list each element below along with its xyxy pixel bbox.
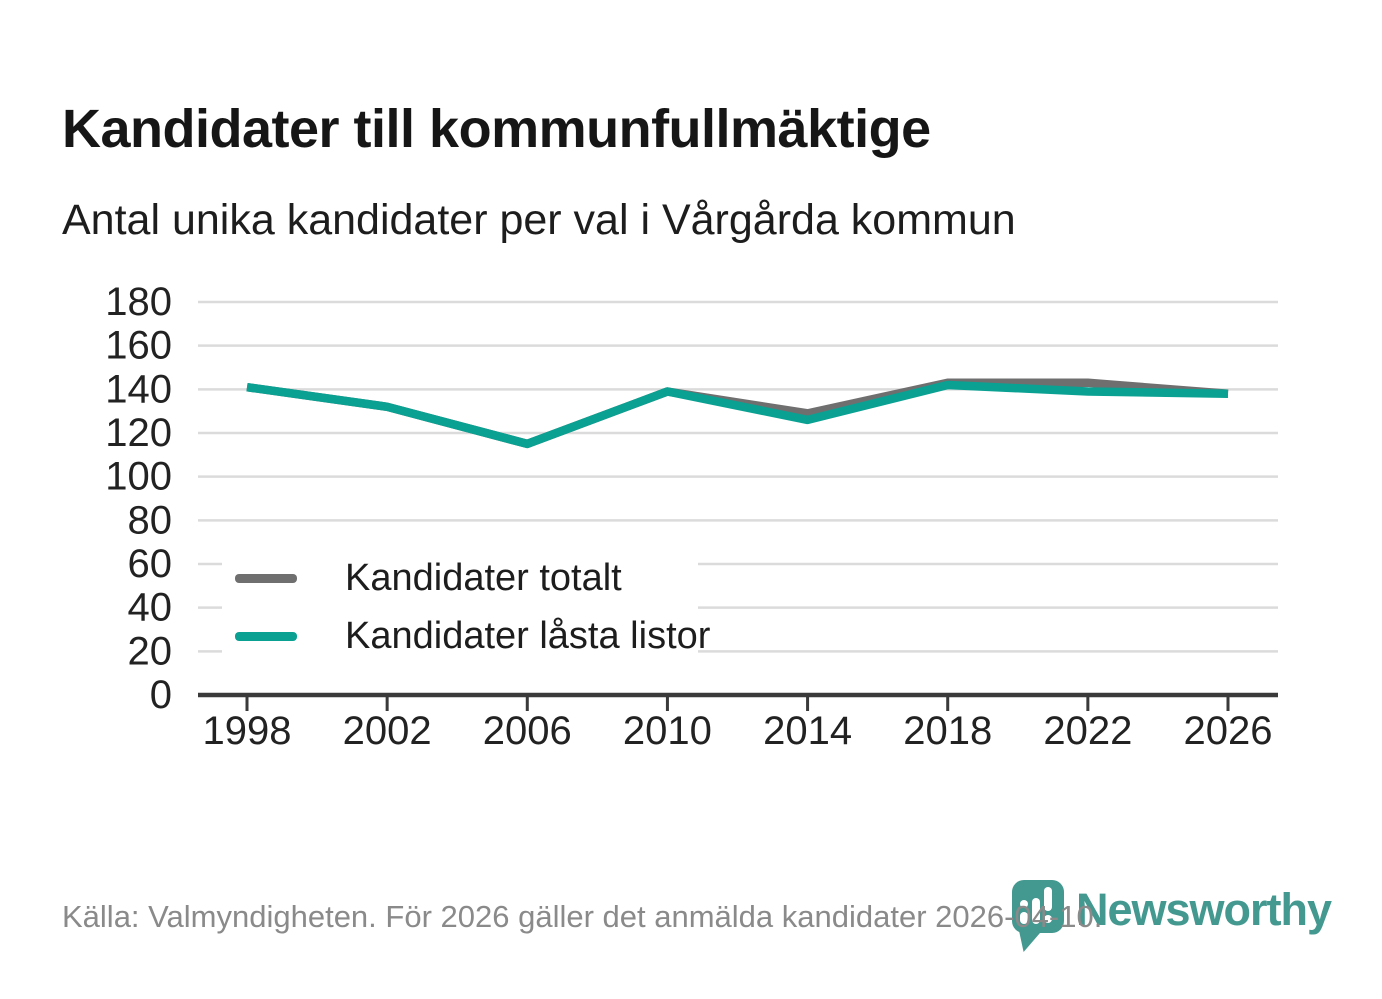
legend-item-totalt: Kandidater totalt: [222, 557, 698, 601]
x-tick-label: 2026: [1184, 709, 1273, 753]
x-tick-label: 2018: [903, 709, 992, 753]
series-line-lasta-listor: [246, 380, 1229, 449]
x-tick-label: 2022: [1043, 709, 1132, 753]
y-tick-label: 140: [105, 367, 172, 411]
legend-label-lasta-listor: Kandidater låsta listor: [345, 615, 711, 657]
newsworthy-wordmark: Newsworthy: [1076, 884, 1332, 935]
source-note: Källa: Valmyndigheten. För 2026 gäller d…: [62, 899, 1103, 934]
pin-dot-right-icon: [1044, 915, 1052, 923]
legend-swatch-lasta-listor: [235, 632, 297, 641]
legend-label-totalt: Kandidater totalt: [345, 557, 622, 599]
x-tick-label: 2002: [343, 709, 432, 753]
y-tick-label: 180: [105, 280, 172, 324]
y-tick-label: 20: [128, 629, 173, 673]
bar-chart-pin-icon: [1012, 880, 1064, 933]
x-tick-label: 1998: [203, 709, 292, 753]
pin-dot-left-icon: [1020, 900, 1028, 908]
x-tick-label: 2010: [623, 709, 712, 753]
y-tick-label: 0: [150, 673, 172, 717]
chart-subtitle: Antal unika kandidater per val i Vårgård…: [62, 196, 1016, 244]
y-tick-label: 40: [128, 586, 173, 630]
x-tick-label: 2006: [483, 709, 572, 753]
chart-legend: Kandidater totalt Kandidater låsta listo…: [222, 545, 710, 670]
y-tick-label: 60: [128, 542, 173, 586]
chart-title: Kandidater till kommunfullmäktige: [62, 99, 931, 160]
y-tick-label: 120: [105, 411, 172, 455]
x-tick-label: 2014: [763, 709, 852, 753]
pin-bar-short-icon: [1020, 912, 1028, 924]
pin-bar-tall-icon: [1044, 887, 1052, 911]
y-tick-label: 80: [128, 498, 173, 542]
legend-item-lasta-listor: Kandidater låsta listor: [222, 615, 710, 659]
y-tick-label: 160: [105, 324, 172, 368]
y-tick-label: 100: [105, 455, 172, 499]
legend-swatch-totalt: [235, 574, 297, 583]
pin-bar-medium-icon: [1032, 898, 1040, 924]
